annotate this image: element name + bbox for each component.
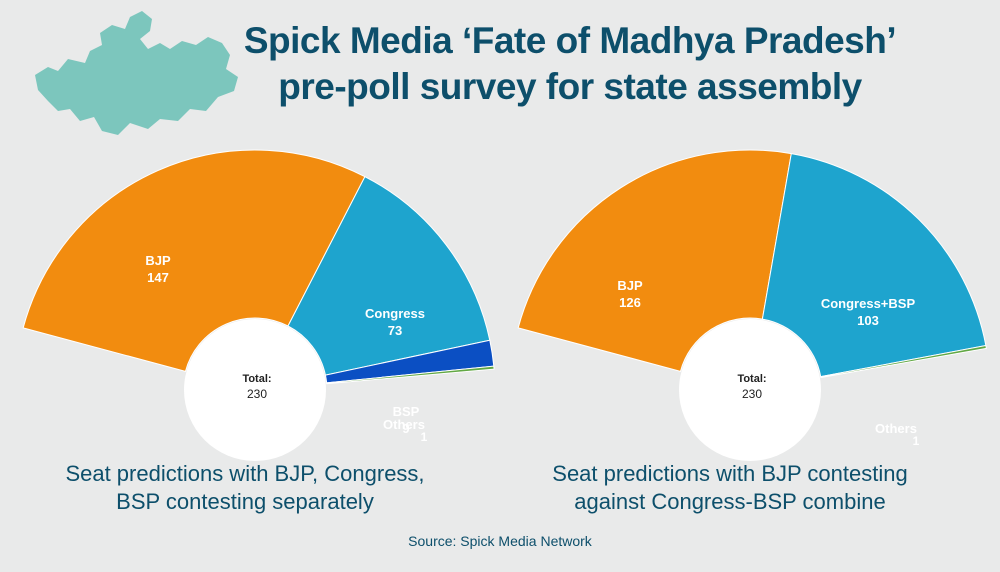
- chart-2-value-congress-bsp: 103: [857, 313, 879, 328]
- chart-2-total-label: Total:: [737, 373, 766, 385]
- chart-1-label-congress: Congress: [365, 306, 425, 321]
- chart-1-value-congress: 73: [388, 323, 402, 338]
- chart-2-caption-line-1: Seat predictions with BJP contesting: [552, 461, 908, 486]
- map-shape: [35, 11, 238, 135]
- chart-2-total-value: 230: [742, 387, 762, 401]
- chart-1-total-value: 230: [247, 387, 267, 401]
- chart-2-value-bjp: 126: [619, 295, 641, 310]
- chart-2-slice-congress-bsp: [761, 153, 987, 378]
- chart-1-caption-line-1: Seat predictions with BJP, Congress,: [65, 461, 425, 486]
- chart-1-slice-others: [326, 365, 495, 385]
- madhya-pradesh-map-icon: [35, 11, 238, 135]
- chart-2-slice-bjp: [517, 149, 792, 372]
- chart-2-center-hole: [679, 319, 821, 461]
- chart-1-value-bjp: 147: [147, 270, 169, 285]
- chart-1-value-others: 1: [421, 430, 428, 444]
- chart-1-caption: Seat predictions with BJP, Congress, BSP…: [30, 460, 460, 516]
- chart-2-caption-line-2: against Congress-BSP combine: [574, 489, 886, 514]
- title-line-2: pre-poll survey for state assembly: [278, 66, 862, 107]
- source-note: Source: Spick Media Network: [408, 533, 592, 549]
- chart-2-label-congress-bsp: Congress+BSP: [821, 296, 916, 311]
- chart-2-label-bjp: BJP: [617, 278, 643, 293]
- chart-1-center-hole: [184, 319, 326, 461]
- chart-1-label-others: Others: [383, 417, 425, 432]
- chart-1-slice-congress: [287, 175, 491, 376]
- chart-1-label-bsp: BSP: [393, 404, 420, 419]
- chart-1-value-bsp: 9: [402, 421, 409, 436]
- chart-2-slice-others: [820, 344, 987, 379]
- page-title: Spick Media ‘Fate of Madhya Pradesh’ pre…: [205, 18, 935, 110]
- title-line-1: Spick Media ‘Fate of Madhya Pradesh’: [243, 20, 897, 61]
- chart-2-label-others: Others: [875, 421, 917, 436]
- chart-2-caption: Seat predictions with BJP contesting aga…: [520, 460, 940, 516]
- chart-1-caption-line-2: BSP contesting separately: [116, 489, 374, 514]
- chart-1-total-label: Total:: [242, 373, 271, 385]
- chart-2-value-others: 1: [913, 434, 920, 448]
- chart-1-slice-bjp: [22, 149, 366, 372]
- chart-1-label-bjp: BJP: [145, 253, 171, 268]
